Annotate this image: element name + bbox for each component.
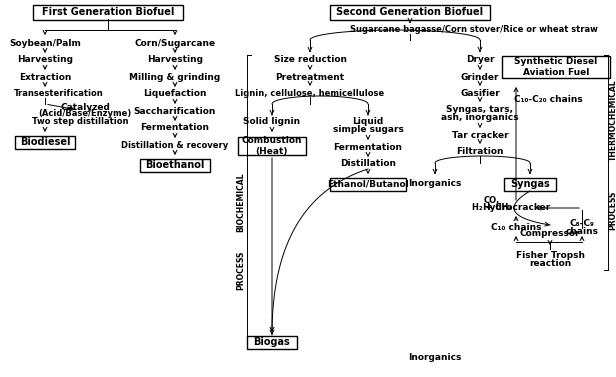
Text: Harvesting: Harvesting <box>147 55 203 64</box>
FancyBboxPatch shape <box>330 178 406 190</box>
Text: Syngas, tars,: Syngas, tars, <box>447 106 514 115</box>
Text: C₁₀-C₂₀ chains: C₁₀-C₂₀ chains <box>514 95 582 104</box>
Text: Saccharification: Saccharification <box>134 106 216 115</box>
FancyBboxPatch shape <box>33 5 183 20</box>
Text: Bioethanol: Bioethanol <box>145 160 205 170</box>
FancyBboxPatch shape <box>504 178 556 190</box>
FancyBboxPatch shape <box>15 135 75 149</box>
Text: Transesterification: Transesterification <box>14 89 103 98</box>
Text: Liquefaction: Liquefaction <box>144 89 207 98</box>
Text: Size reduction: Size reduction <box>274 55 346 64</box>
Text: THERMOCHEMICAL: THERMOCHEMICAL <box>609 79 616 161</box>
Text: H₂ + CH₄: H₂ + CH₄ <box>472 204 512 213</box>
Text: simple sugars: simple sugars <box>333 126 403 135</box>
Text: CO,: CO, <box>484 196 500 204</box>
FancyBboxPatch shape <box>238 137 306 155</box>
Text: First Generation Biofuel: First Generation Biofuel <box>42 7 174 17</box>
Text: Tar cracker: Tar cracker <box>452 130 508 139</box>
Text: Distillation: Distillation <box>340 159 396 169</box>
Text: Combustion
(Heat): Combustion (Heat) <box>241 136 302 156</box>
Text: BIOCHEMICAL: BIOCHEMICAL <box>237 172 246 232</box>
Text: Biogas: Biogas <box>254 337 290 347</box>
Text: Filtration: Filtration <box>456 147 504 155</box>
Text: Two step distillation: Two step distillation <box>32 116 129 126</box>
Text: Solid lignin: Solid lignin <box>243 118 301 127</box>
Text: Pretreatment: Pretreatment <box>275 72 344 81</box>
Text: PROCESS: PROCESS <box>609 190 616 230</box>
Text: Sugarcane bagasse/Corn stover/Rice or wheat straw: Sugarcane bagasse/Corn stover/Rice or wh… <box>350 26 598 35</box>
Text: reaction: reaction <box>529 259 571 268</box>
Text: (Acid/Base/Enzyme): (Acid/Base/Enzyme) <box>38 109 132 118</box>
Text: Hydrocracker: Hydrocracker <box>482 204 550 213</box>
Text: Harvesting: Harvesting <box>17 55 73 64</box>
Text: Liquid: Liquid <box>352 118 384 127</box>
Text: Distillation & recovery: Distillation & recovery <box>121 141 229 150</box>
Text: Inorganics: Inorganics <box>408 352 461 362</box>
Text: Fisher Tropsh: Fisher Tropsh <box>516 250 585 259</box>
Text: Lignin, cellulose, hemicellulose: Lignin, cellulose, hemicellulose <box>235 89 384 98</box>
Text: ash, inorganics: ash, inorganics <box>441 113 519 123</box>
Text: Fermentation: Fermentation <box>333 143 402 152</box>
Text: Fermentation: Fermentation <box>140 124 209 132</box>
FancyBboxPatch shape <box>140 158 210 172</box>
Text: Corn/Sugarcane: Corn/Sugarcane <box>134 38 216 48</box>
Text: Syngas: Syngas <box>510 179 550 189</box>
Text: PROCESS: PROCESS <box>237 250 246 290</box>
Text: Second Generation Biofuel: Second Generation Biofuel <box>336 7 484 17</box>
Text: Inorganics: Inorganics <box>408 178 461 187</box>
Text: Extraction: Extraction <box>19 72 71 81</box>
Text: Gasifier: Gasifier <box>460 89 500 98</box>
Text: Soybean/Palm: Soybean/Palm <box>9 38 81 48</box>
FancyBboxPatch shape <box>330 5 490 20</box>
Text: Biodiesel: Biodiesel <box>20 137 70 147</box>
Text: Grinder: Grinder <box>461 72 499 81</box>
Text: C₈-C₉: C₈-C₉ <box>570 219 594 228</box>
Text: Catalyzed: Catalyzed <box>60 103 110 112</box>
Text: Milling & grinding: Milling & grinding <box>129 72 221 81</box>
Text: Ethanol/Butanol: Ethanol/Butanol <box>327 179 409 188</box>
Text: Dryer: Dryer <box>466 55 494 64</box>
FancyBboxPatch shape <box>247 336 297 348</box>
Text: Compressor: Compressor <box>520 228 580 238</box>
Text: C₁₀ chains: C₁₀ chains <box>491 224 541 233</box>
Text: Synthetic Diesel
Aviation Fuel: Synthetic Diesel Aviation Fuel <box>514 57 598 77</box>
FancyBboxPatch shape <box>502 56 610 78</box>
Text: chains: chains <box>565 227 599 236</box>
